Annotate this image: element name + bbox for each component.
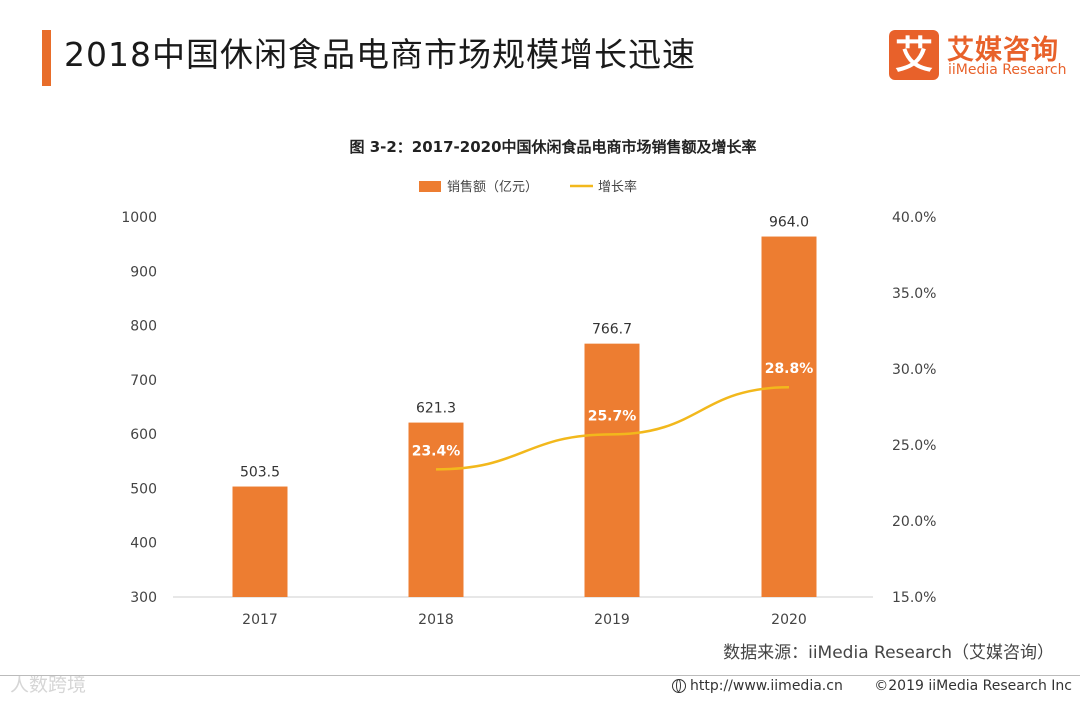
footer-url-text: http://www.iimedia.cn [690,678,843,694]
growth-rate-label: 23.4% [412,443,461,459]
growth-rate-line [435,385,790,471]
bar-value-label: 766.7 [592,322,632,338]
logo-mark-icon: 艾 [889,30,939,80]
bar-sales [761,236,817,598]
bar-value-label: 621.3 [416,401,456,417]
watermark: 人数跨境 [10,674,87,696]
page-title: 2018中国休闲食品电商市场规模增长迅速 [64,35,696,74]
y-right-tick-label: 35.0% [892,286,936,302]
growth-rate-label: 25.7% [588,408,637,424]
y-left-tick-label: 800 [130,319,157,335]
y-left-tick-label: 400 [130,536,157,552]
bar-sales [584,343,640,597]
legend-bar-label: 销售额（亿元） [447,179,538,195]
bar-sales [232,486,288,597]
iimedia-logo: 艾 艾媒咨询 iiMedia Research [889,30,1069,84]
footer-divider [0,675,1080,676]
x-tick-label: 2019 [594,612,630,628]
x-tick-label: 2018 [418,612,454,628]
x-tick-label: 2017 [242,612,278,628]
legend-bar-swatch [419,181,441,192]
title-accent-bar [42,30,51,86]
footer-copyright: ©2019 iiMedia Research Inc [874,678,1072,694]
y-left-tick-label: 900 [130,264,157,280]
logo-text-cn: 艾媒咨询 [947,35,1059,66]
y-right-tick-label: 25.0% [892,438,936,454]
bar-value-label: 964.0 [769,215,809,231]
y-right-tick-label: 30.0% [892,362,936,378]
footer-website[interactable]: http://www.iimedia.cn [672,678,843,694]
y-left-tick-label: 1000 [121,210,157,226]
growth-rate-label: 28.8% [765,361,814,377]
y-right-tick-label: 40.0% [892,210,936,226]
y-left-tick-label: 700 [130,373,157,389]
bar-value-label: 503.5 [240,465,280,481]
y-right-tick-label: 15.0% [892,590,936,606]
globe-icon [672,679,686,693]
y-left-tick-label: 300 [130,590,157,606]
y-left-tick-label: 600 [130,427,157,443]
chart-title: 图 3-2：2017-2020中国休闲食品电商市场销售额及增长率 [349,138,756,156]
logo-text-en: iiMedia Research [948,62,1067,78]
bar-sales [408,422,464,597]
data-source-note: 数据来源：iiMedia Research（艾媒咨询） [723,643,1054,663]
legend-line-label: 增长率 [598,179,637,195]
y-right-tick-label: 20.0% [892,514,936,530]
x-tick-label: 2020 [771,612,807,628]
y-left-tick-label: 500 [130,481,157,497]
